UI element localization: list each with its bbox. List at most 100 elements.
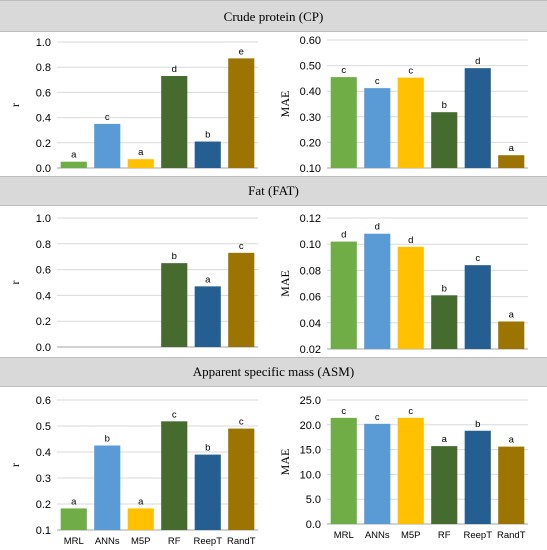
category-label: M5P — [401, 530, 421, 541]
y-tick-label: 0.60 — [300, 35, 321, 47]
significance-letter: a — [71, 496, 77, 507]
significance-letter: d — [375, 222, 380, 233]
significance-letter: d — [341, 230, 346, 241]
significance-letter: b — [205, 130, 210, 141]
category-label: MRL — [334, 530, 354, 541]
y-tick-label: 0.02 — [300, 344, 321, 356]
significance-letter: c — [105, 112, 110, 123]
y-axis-label: MAE — [278, 91, 292, 118]
significance-letter: b — [475, 419, 480, 430]
category-label: RandT — [227, 536, 256, 547]
y-tick-label: 0.6 — [36, 265, 51, 277]
panel-band-fat — [0, 176, 547, 206]
y-tick-label: 0.2 — [36, 499, 51, 511]
bar-rf — [161, 263, 188, 347]
bar-mrl — [60, 508, 87, 530]
panel-title-cp: Crude protein (CP) — [223, 9, 324, 24]
y-tick-label: 5.0 — [306, 494, 321, 506]
y-tick-label: 0.6 — [36, 87, 51, 99]
bar-anns — [94, 445, 121, 530]
bar-randt — [498, 446, 525, 524]
panel-band-cp — [0, 0, 547, 32]
significance-letter: c — [375, 412, 380, 423]
y-tick-label: 0.04 — [300, 318, 321, 330]
bar-anns — [364, 423, 391, 524]
significance-letter: c — [341, 406, 346, 417]
y-tick-label: 0.2 — [36, 316, 51, 328]
bar-mrl — [330, 417, 357, 524]
significance-letter: c — [375, 76, 380, 87]
y-axis-label: r — [8, 103, 22, 107]
bar-anns — [364, 88, 391, 168]
significance-letter: a — [205, 274, 211, 285]
y-tick-label: 0.06 — [300, 292, 321, 304]
bar-randt — [228, 252, 255, 347]
y-tick-label: 0.30 — [300, 112, 321, 124]
category-label: RF — [168, 536, 181, 547]
y-tick-label: 0.12 — [300, 213, 321, 225]
significance-letter: a — [442, 434, 448, 445]
bar-rf — [431, 295, 458, 349]
bar-randt — [228, 58, 255, 168]
y-tick-label: 25.0 — [300, 395, 321, 407]
significance-letter: c — [341, 65, 346, 76]
category-label: M5P — [131, 536, 151, 547]
y-tick-label: 0.4 — [36, 447, 51, 459]
significance-letter: c — [475, 253, 480, 264]
bar-anns — [94, 123, 121, 168]
significance-letter: a — [138, 496, 144, 507]
significance-letter: b — [442, 283, 447, 294]
significance-letter: b — [105, 434, 110, 445]
category-label: ANNs — [365, 530, 390, 541]
category-label: MRL — [64, 536, 84, 547]
y-tick-label: 0.8 — [36, 239, 51, 251]
bar-mrl — [330, 241, 357, 349]
significance-letter: c — [239, 417, 244, 428]
bar-m5p — [127, 508, 154, 530]
significance-letter: c — [408, 66, 413, 77]
significance-letter: a — [138, 147, 144, 158]
y-tick-label: 0.20 — [300, 137, 321, 149]
panel-title-fat: Fat (FAT) — [248, 183, 299, 198]
y-tick-label: 1.0 — [36, 37, 51, 49]
bar-mrl — [330, 77, 357, 168]
y-tick-label: 0.4 — [36, 290, 51, 302]
significance-letter: c — [239, 241, 244, 252]
bar-reept — [194, 141, 221, 168]
y-tick-label: 0.1 — [36, 525, 51, 537]
significance-letter: a — [509, 143, 515, 154]
significance-letter: a — [509, 435, 515, 446]
bar-randt — [228, 428, 255, 530]
bar-rf — [161, 421, 188, 530]
panel-title-asm: Apparent specific mass (ASM) — [192, 364, 355, 379]
significance-letter: a — [71, 150, 77, 161]
y-axis-label: r — [8, 463, 22, 467]
y-tick-label: 0.50 — [300, 61, 321, 73]
y-tick-label: 0.10 — [300, 163, 321, 175]
bar-randt — [498, 155, 525, 168]
bar-m5p — [397, 246, 424, 349]
bar-rf — [431, 446, 458, 524]
panel-band-asm — [0, 357, 547, 387]
y-tick-label: 0.6 — [36, 395, 51, 407]
bar-rf — [161, 76, 188, 168]
category-label: ReepT — [193, 536, 222, 547]
bar-reept — [194, 286, 221, 347]
y-tick-label: 0.0 — [36, 163, 51, 175]
y-axis-label: MAE — [278, 270, 292, 297]
bar-mrl — [60, 161, 87, 168]
significance-letter: d — [475, 56, 480, 67]
significance-letter: b — [442, 100, 447, 111]
y-tick-label: 0.3 — [36, 473, 51, 485]
bar-randt — [498, 321, 525, 349]
y-tick-label: 0.2 — [36, 138, 51, 150]
y-tick-label: 10.0 — [300, 469, 321, 481]
category-label: ANNs — [95, 536, 120, 547]
significance-letter: e — [239, 46, 244, 57]
